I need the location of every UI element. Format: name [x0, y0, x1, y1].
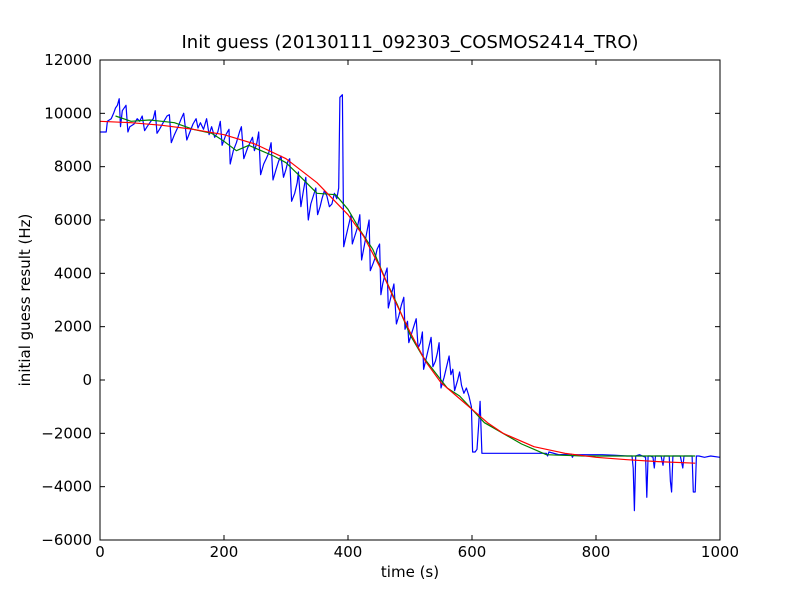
y-tick-label-3: 0: [82, 371, 92, 389]
y-axis-label: initial guess result (Hz): [16, 214, 34, 387]
y-tick-label-4: 2000: [54, 318, 92, 336]
chart-title: Init guess (20130111_092303_COSMOS2414_T…: [181, 32, 638, 53]
x-tick-label-1: 200: [210, 543, 239, 561]
series-line-2: [99, 120, 696, 464]
x-tick-label-5: 1000: [701, 543, 739, 561]
series-layer: [99, 94, 721, 512]
y-tick-label-9: 12000: [44, 51, 92, 69]
y-tick-label-1: −4000: [41, 478, 92, 496]
y-tick-label-7: 8000: [54, 158, 92, 176]
y-tick-label-6: 6000: [54, 211, 92, 229]
y-tick-label-2: −2000: [41, 424, 92, 442]
y-tick-label-8: 10000: [44, 104, 92, 122]
y-tick-label-5: 4000: [54, 264, 92, 282]
plot-frame: [99, 59, 721, 541]
x-axis-label: time (s): [381, 563, 439, 581]
x-tick-label-4: 800: [582, 543, 611, 561]
x-tick-label-0: 0: [95, 543, 105, 561]
x-tick-label-2: 400: [334, 543, 363, 561]
x-tick-label-3: 600: [458, 543, 487, 561]
series-line-0: [100, 94, 721, 512]
ticks-layer: 0 200 400 600 800 1000 −6000 −4000 −2000 0 2000 400…: [41, 51, 739, 561]
y-tick-label-0: −6000: [41, 531, 92, 549]
